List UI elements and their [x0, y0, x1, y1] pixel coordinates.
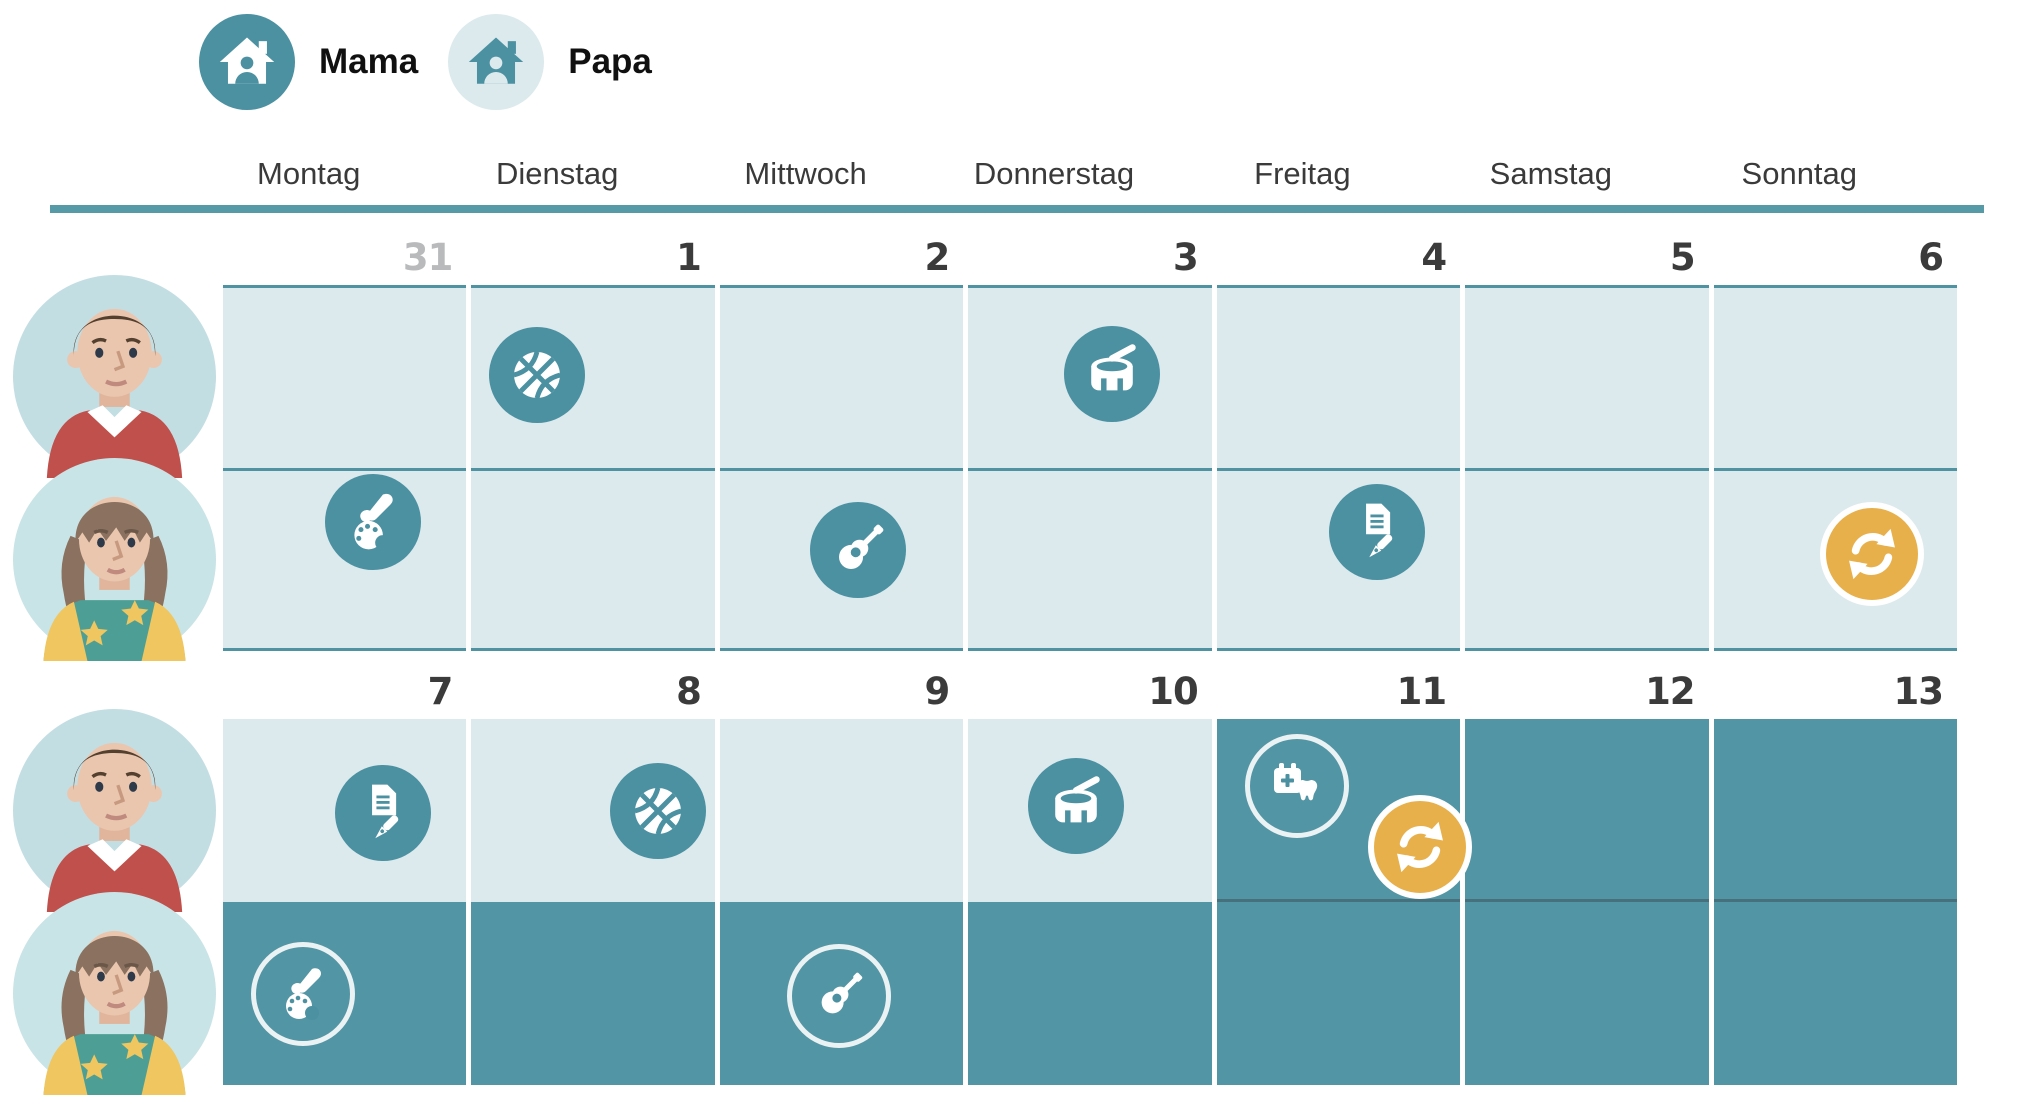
- date-label: 9: [924, 670, 951, 713]
- date-label: 10: [1148, 670, 1199, 713]
- date-label: 31: [402, 236, 454, 279]
- avatar-daughter-week2: [13, 892, 216, 1095]
- guitar-activity-icon[interactable]: [786, 943, 891, 1048]
- header-rule: [50, 205, 1984, 213]
- painting-activity-icon[interactable]: [251, 941, 355, 1046]
- legend-papa-label: Papa: [568, 42, 652, 81]
- calendar-cell[interactable]: [719, 902, 964, 1085]
- weekday-header: Montag Dienstag Mittwoch Donnerstag Frei…: [223, 156, 1957, 192]
- calendar-cell[interactable]: [1713, 285, 1957, 468]
- mama-house-icon: [199, 14, 295, 110]
- calendar-cell[interactable]: [1216, 468, 1461, 651]
- calendar-cell[interactable]: [968, 468, 1212, 651]
- papa-house-icon: [448, 14, 545, 110]
- weekday-label: Donnerstag: [973, 156, 1135, 191]
- calendar-cell[interactable]: [1465, 285, 1709, 468]
- calendar-cell[interactable]: [1216, 719, 1472, 902]
- calendar-cell[interactable]: [719, 285, 964, 468]
- weekday-label: Freitag: [1254, 156, 1351, 191]
- legend-item-papa: Papa: [448, 14, 652, 110]
- calendar-cell[interactable]: [968, 285, 1212, 468]
- date-label: 12: [1645, 670, 1696, 713]
- legend: Mama Papa: [199, 14, 652, 110]
- row-daughter-week2: [223, 902, 1957, 1085]
- legend-item-mama: Mama: [199, 14, 418, 110]
- legend-mama-label: Mama: [319, 42, 419, 81]
- calendar-cell[interactable]: [223, 719, 467, 902]
- date-row-week2: 7 8 9 10 11 12 13: [223, 651, 1957, 719]
- date-label: 7: [427, 670, 454, 713]
- calendar-cell[interactable]: [1216, 902, 1461, 1085]
- painting-activity-icon[interactable]: [324, 473, 421, 570]
- calendar-cell[interactable]: [719, 719, 964, 902]
- date-label: 5: [1669, 236, 1696, 279]
- calendar-cell[interactable]: [223, 285, 467, 468]
- handover-switch-icon[interactable]: [1820, 501, 1925, 606]
- calendar-grid: 31 1 2 3 4 5 6: [223, 213, 1957, 1085]
- calendar-cell[interactable]: [1216, 285, 1461, 468]
- handover-switch-icon[interactable]: [1367, 795, 1472, 899]
- calendar-cell[interactable]: [968, 719, 1212, 902]
- row-son-week2: [223, 719, 1957, 902]
- calendar-cell[interactable]: [968, 902, 1212, 1085]
- basketball-activity-icon[interactable]: [489, 327, 586, 423]
- avatar-daughter-week1: [13, 458, 216, 661]
- weekday-label: Mittwoch: [744, 156, 867, 191]
- calendar-cell[interactable]: [1465, 468, 1709, 651]
- school-work-activity-icon[interactable]: [1329, 483, 1426, 580]
- date-label: 1: [676, 236, 702, 279]
- drums-activity-icon[interactable]: [1063, 326, 1160, 422]
- basketball-activity-icon[interactable]: [610, 762, 707, 859]
- weekday-label: Dienstag: [495, 156, 619, 191]
- calendar-cell[interactable]: [1713, 719, 1957, 902]
- date-label: 3: [1172, 236, 1199, 279]
- date-label: 11: [1396, 670, 1448, 713]
- date-label: 6: [1918, 236, 1944, 279]
- weekday-label: Montag: [257, 156, 361, 191]
- date-label: 8: [676, 670, 702, 713]
- row-daughter-week1: [223, 468, 1957, 651]
- date-label: 4: [1421, 236, 1447, 279]
- calendar-cell[interactable]: [1713, 468, 1957, 651]
- drums-activity-icon[interactable]: [1027, 757, 1124, 854]
- date-row-week1: 31 1 2 3 4 5 6: [223, 213, 1957, 285]
- weekday-label: Sonntag: [1741, 156, 1858, 191]
- guitar-activity-icon[interactable]: [809, 501, 906, 598]
- calendar-cell[interactable]: [1713, 902, 1957, 1085]
- calendar-cell[interactable]: [471, 468, 715, 651]
- calendar-cell[interactable]: [719, 468, 964, 651]
- calendar-cell[interactable]: [1465, 902, 1709, 1085]
- calendar-cell[interactable]: [471, 719, 715, 902]
- calendar-cell[interactable]: [1465, 719, 1709, 902]
- calendar-cell[interactable]: [223, 468, 467, 651]
- avatar-son-week1: [13, 275, 216, 478]
- row-son-week1: [223, 285, 1957, 468]
- calendar-cell[interactable]: [471, 902, 715, 1085]
- weekday-label: Samstag: [1489, 156, 1613, 191]
- avatar-son-week2: [13, 709, 216, 912]
- date-label: 2: [924, 236, 951, 279]
- school-work-activity-icon[interactable]: [334, 764, 431, 861]
- date-label: 13: [1893, 670, 1945, 713]
- dentist-appointment-icon[interactable]: [1244, 734, 1349, 838]
- calendar-cell[interactable]: [471, 285, 715, 468]
- calendar-cell[interactable]: [223, 902, 467, 1085]
